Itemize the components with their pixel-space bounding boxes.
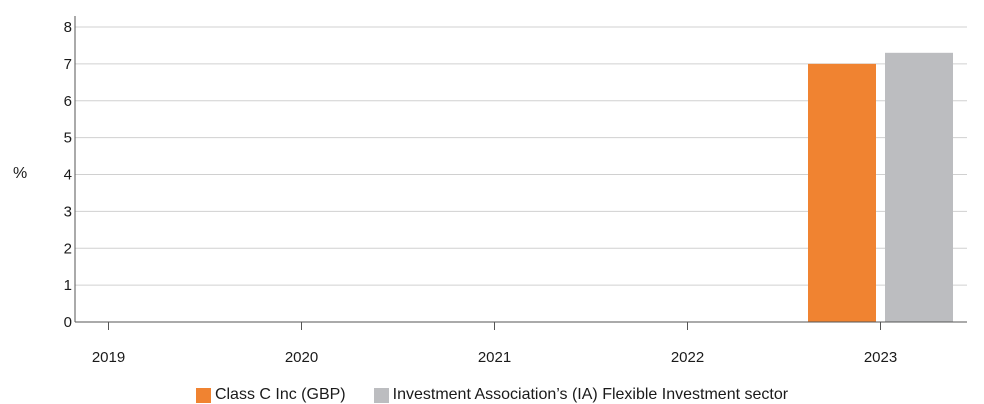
y-axis-label: % — [13, 165, 27, 182]
legend: Class C Inc (GBP) Investment Association… — [0, 386, 984, 404]
legend-item-class-c: Class C Inc (GBP) — [195, 386, 346, 404]
bar-class-c — [808, 63, 876, 322]
y-tick-label: 6 — [64, 93, 72, 110]
bars — [808, 52, 953, 322]
gridlines — [75, 26, 967, 286]
y-tick-label: 4 — [64, 167, 72, 184]
legend-item-ia-sector: Investment Association’s (IA) Flexible I… — [373, 386, 789, 404]
x-tick-label: 2019 — [92, 349, 125, 366]
y-tick-label: 7 — [64, 56, 72, 73]
x-tick-label: 2022 — [671, 349, 704, 366]
y-tick-label: 2 — [64, 240, 72, 257]
bar-ia-sector — [885, 52, 953, 322]
legend-label-class-c: Class C Inc (GBP) — [214, 386, 346, 403]
legend-label-ia-sector: Investment Association’s (IA) Flexible I… — [392, 386, 789, 403]
y-tick-label: 5 — [64, 130, 72, 147]
y-tick-label: 3 — [64, 203, 72, 220]
x-tick-label: 2023 — [864, 349, 897, 366]
x-tick-label: 2020 — [285, 349, 318, 366]
legend-swatch-grey — [373, 387, 389, 403]
y-tick-label: 1 — [64, 277, 72, 294]
x-tick-label: 2021 — [478, 349, 511, 366]
legend-swatch-orange — [195, 387, 211, 403]
axes: 0 1 2 3 4 5 6 7 8 2019 2020 2021 2022 2023 — [64, 16, 967, 366]
y-tick-label: 0 — [64, 314, 72, 331]
y-tick-label: 8 — [64, 19, 72, 36]
